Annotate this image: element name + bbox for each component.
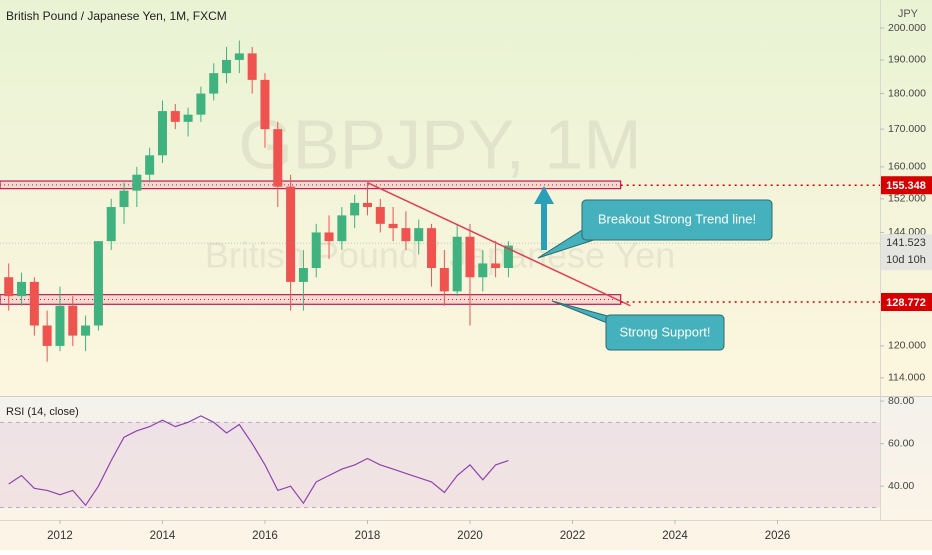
candle-body <box>222 59 232 74</box>
x-tick-label: 2016 <box>252 530 278 542</box>
y-tick-label: 170.000 <box>888 123 926 135</box>
price-pane <box>0 0 932 396</box>
rsi-line <box>8 415 509 507</box>
x-tick-label: 2024 <box>662 530 688 542</box>
countdown: 10d 10h <box>886 254 926 266</box>
level-label: 155.348 <box>886 180 926 192</box>
candle-body <box>106 207 116 242</box>
x-tick-label: 2012 <box>47 530 73 542</box>
rsi-band <box>0 422 880 508</box>
candle-body <box>439 268 449 292</box>
x-tick-label: 2026 <box>765 530 791 542</box>
candle-body <box>337 215 347 242</box>
candle-body <box>298 268 308 282</box>
x-tick-label: 2018 <box>355 530 381 542</box>
level-badge <box>881 176 932 195</box>
candle-body <box>234 53 244 60</box>
rsi-title: RSI (14, close) <box>6 406 79 418</box>
candle-body <box>286 186 296 282</box>
candle-body <box>247 53 257 80</box>
candle-body <box>311 232 321 269</box>
candle-body <box>119 190 129 208</box>
x-tick-label: 2020 <box>457 530 483 542</box>
candle-body <box>375 207 385 224</box>
candle-body <box>183 114 193 122</box>
candle-body <box>362 202 372 208</box>
candle-body <box>324 232 334 242</box>
y-tick-label: 120.000 <box>888 340 926 352</box>
candle-body <box>503 245 513 269</box>
symbol-title: British Pound / Japanese Yen, 1M, FXCM <box>6 9 227 23</box>
candle-body <box>55 305 65 346</box>
last-price-badge <box>881 234 932 271</box>
candle-body <box>132 174 142 191</box>
candle-body <box>157 111 167 156</box>
y-tick-label: 160.000 <box>888 161 926 173</box>
candle-body <box>68 305 78 336</box>
candle-body <box>260 79 270 130</box>
candle-body <box>401 228 411 242</box>
candle-body <box>427 228 437 269</box>
last-price-label: 141.523 <box>886 237 926 249</box>
candle-body <box>196 93 206 115</box>
candle-body <box>17 281 27 297</box>
y-tick-label: 152.000 <box>888 193 926 205</box>
candle-body <box>388 223 398 229</box>
x-tick-label: 2022 <box>560 530 586 542</box>
candle-body <box>465 236 475 278</box>
level-label: 128.772 <box>886 297 926 309</box>
y-tick-label: 40.00 <box>888 480 914 492</box>
y-tick-label: 200.000 <box>888 22 926 34</box>
candle-body <box>452 236 462 292</box>
trend-line <box>367 181 631 307</box>
watermark: GBPJPY, 1M <box>238 105 641 183</box>
candle-body <box>4 277 14 297</box>
candle-body <box>478 263 488 278</box>
breakout-arrow <box>534 186 554 250</box>
y-tick-label: 190.000 <box>888 54 926 66</box>
candle-body <box>145 155 155 175</box>
annotation: Strong Support! <box>619 324 710 339</box>
candle-body <box>42 325 52 346</box>
candle-body <box>81 325 91 336</box>
annotation: Breakout Strong Trend line! <box>598 211 756 226</box>
candle-body <box>29 281 39 326</box>
candle-body <box>93 241 103 326</box>
zone <box>0 294 622 305</box>
y-tick-label: 60.00 <box>888 437 914 449</box>
callout-box <box>605 314 725 351</box>
level-badge <box>881 293 932 312</box>
candle-body <box>350 202 360 216</box>
candle-body <box>414 228 424 242</box>
candle-body <box>491 263 501 269</box>
zone <box>0 180 622 190</box>
candle-body <box>209 73 219 94</box>
y-tick-label: 114.000 <box>888 372 925 384</box>
x-tick-label: 2014 <box>150 530 176 542</box>
candle-body <box>273 129 283 187</box>
y-tick-label: 80.00 <box>888 395 914 407</box>
currency: JPY <box>898 8 919 20</box>
y-tick-label: 180.000 <box>888 87 926 99</box>
callout-box <box>581 199 773 241</box>
candle-body <box>170 111 180 122</box>
